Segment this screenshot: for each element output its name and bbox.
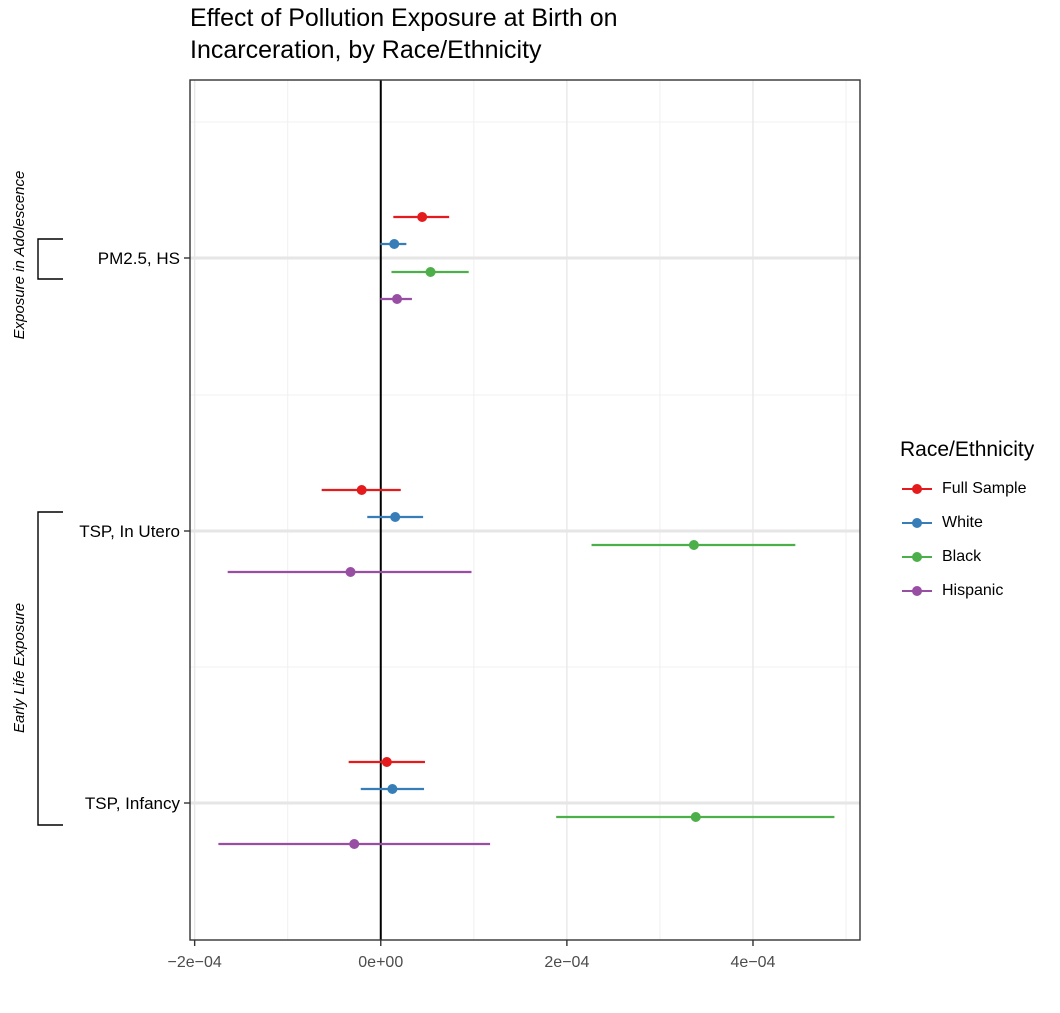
y-tick-label: PM2.5, HS xyxy=(98,249,180,268)
data-point xyxy=(349,839,360,849)
x-tick-label: 0e+00 xyxy=(358,954,403,971)
data-point xyxy=(690,812,701,822)
legend: Race/Ethnicity Full Sample White Black Hisp… xyxy=(900,438,1034,608)
data-point xyxy=(425,267,436,277)
legend-label: Hispanic xyxy=(942,582,1004,599)
chart-title-line-1: Effect of Pollution Exposure at Birth on xyxy=(190,4,618,32)
legend-item: Hispanic xyxy=(900,574,1034,608)
y-tick-label: TSP, Infancy xyxy=(85,794,181,813)
legend-label: White xyxy=(942,514,983,531)
group-label: Early Life Exposure xyxy=(11,603,28,733)
legend-key-point xyxy=(912,552,922,562)
data-point xyxy=(381,757,392,767)
x-tick-label: 4e−04 xyxy=(731,954,776,971)
data-point xyxy=(389,239,400,249)
legend-label: Full Sample xyxy=(942,480,1027,497)
legend-item: Full Sample xyxy=(900,472,1034,506)
legend-key-point xyxy=(912,518,922,528)
legend-key xyxy=(900,513,934,533)
legend-title: Race/Ethnicity xyxy=(900,438,1035,461)
legend-key xyxy=(900,581,934,601)
plot-border xyxy=(189,79,861,941)
legend-key xyxy=(900,479,934,499)
legend-label: Black xyxy=(942,548,982,565)
data-point xyxy=(345,567,356,577)
data-point xyxy=(390,512,401,522)
data-point xyxy=(356,485,367,495)
data-point xyxy=(688,540,699,550)
legend-items: Full Sample White Black Hispanic xyxy=(900,472,1034,608)
legend-key-point xyxy=(912,586,922,596)
x-tick-label: −2e−04 xyxy=(168,954,222,971)
data-point xyxy=(417,212,428,222)
data-point xyxy=(387,784,398,794)
chart-title-line-2: Incarceration, by Race/Ethnicity xyxy=(190,36,542,64)
plot-panel xyxy=(190,80,860,940)
group-bracket xyxy=(37,238,63,280)
data-point xyxy=(392,294,403,304)
legend-key xyxy=(900,547,934,567)
y-tick-label: TSP, In Utero xyxy=(79,522,180,541)
x-tick-label: 2e−04 xyxy=(544,954,589,971)
group-bracket xyxy=(37,511,63,826)
group-label: Exposure in Adolescence xyxy=(11,171,28,340)
legend-key-point xyxy=(912,484,922,494)
legend-item: White xyxy=(900,506,1034,540)
legend-item: Black xyxy=(900,540,1034,574)
